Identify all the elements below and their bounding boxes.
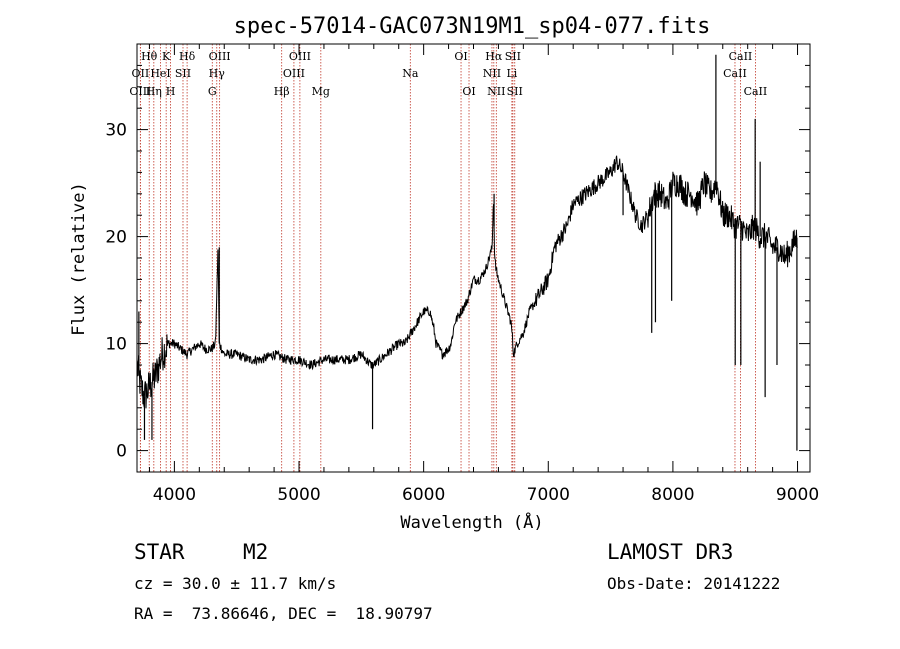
line-label: CaII [723, 67, 747, 80]
chart-title: spec-57014-GAC073N19M1_sp04-077.fits [234, 14, 711, 39]
line-label: OIII [129, 85, 151, 98]
line-label: OIII [209, 50, 231, 63]
line-label: CaII [744, 85, 768, 98]
line-label: H [166, 85, 176, 98]
y-tick-label: 0 [116, 442, 127, 462]
line-label: Li [506, 67, 517, 80]
y-tick-label: 30 [105, 121, 127, 141]
x-tick-label: 9000 [776, 485, 819, 505]
line-label: K [162, 50, 171, 63]
line-label: Hθ [141, 50, 158, 63]
line-label: OIII [283, 67, 305, 80]
plot-frame [136, 43, 811, 473]
spectral-line-labels: Hθ OII OIII K HeI Hη SII H Hδ OIII Hγ G Hβ OIII OIII Mg… [129, 50, 767, 98]
line-label: SII [175, 67, 191, 80]
ra-dec: RA = 73.86646, DEC = 18.90797 [134, 604, 433, 623]
x-tick-label: 4000 [153, 485, 196, 505]
spectrum-line [136, 155, 798, 409]
survey-name: LAMOST DR3 [607, 540, 734, 564]
line-label: G [208, 85, 217, 98]
x-tick-label: 5000 [277, 485, 320, 505]
axis-ticks: 4000 5000 6000 7000 8000 9000 0 10 20 30 [105, 43, 819, 505]
line-label: OIII [289, 50, 311, 63]
x-tick-label: 8000 [651, 485, 694, 505]
line-label: Na [402, 67, 419, 80]
line-label: OII [132, 67, 150, 80]
line-label: Hα [485, 50, 503, 63]
line-label: CaII [729, 50, 753, 63]
y-tick-label: 10 [105, 335, 127, 355]
observation-date: Obs-Date: 20141222 [607, 574, 781, 593]
line-label: Hγ [209, 67, 226, 80]
line-label: Mg [312, 85, 330, 98]
line-label: Hδ [179, 50, 196, 63]
line-label: HeI [150, 67, 170, 80]
line-label: NII [487, 85, 505, 98]
line-label: SII [507, 85, 523, 98]
spectrum-spikes [138, 54, 798, 451]
object-subclass: M2 [243, 540, 269, 564]
spectral-line-markers [139, 44, 756, 472]
line-label: SII [505, 50, 521, 63]
x-axis-label: Wavelength (Å) [400, 511, 543, 533]
line-label: OI [462, 85, 475, 98]
line-label: Hη [146, 85, 162, 98]
line-label: NII [483, 67, 501, 80]
line-label: OI [454, 50, 467, 63]
redshift-cz: cz = 30.0 ± 11.7 km/s [134, 574, 337, 593]
y-tick-label: 20 [105, 228, 127, 248]
x-tick-label: 7000 [527, 485, 570, 505]
x-tick-label: 6000 [402, 485, 445, 505]
object-class: STAR [134, 540, 185, 564]
y-axis-label: Flux (relative) [69, 182, 89, 336]
line-label: Hβ [274, 85, 290, 98]
